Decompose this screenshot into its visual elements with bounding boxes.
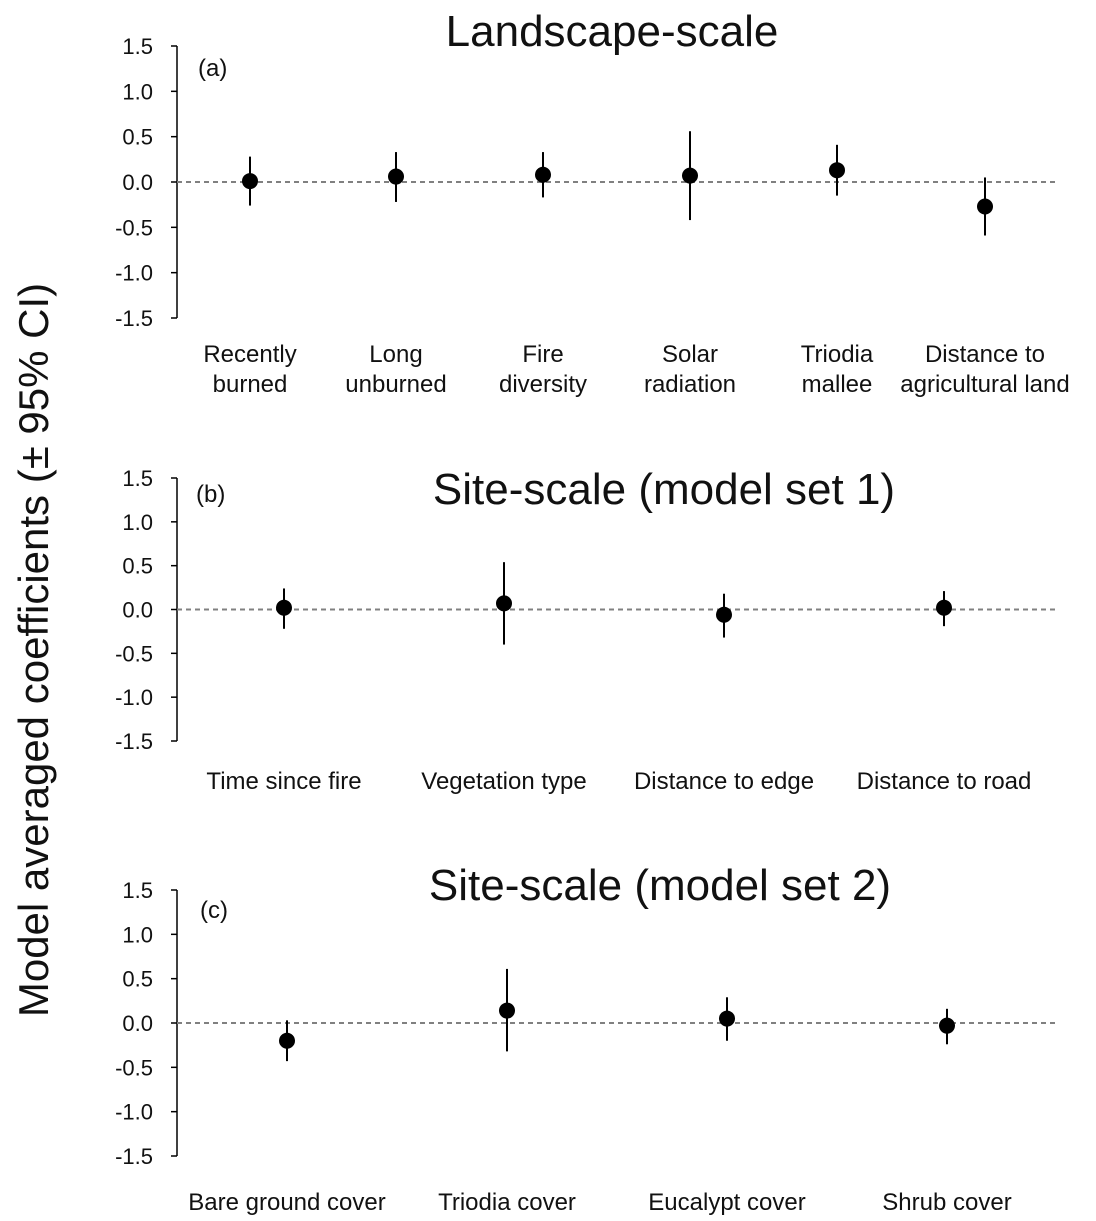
y-axis-label: Model averaged coefficients (± 95% CI) [10,283,57,1017]
panel-1-y-tick-label: 0.5 [122,125,153,150]
panel-1-category-label: burned [213,371,288,398]
panel-1-y-tick-label: 0.0 [122,170,153,195]
panel-1-category-label: Fire [522,341,563,368]
panel-2-letter: (b) [196,481,225,508]
panel-2-point [276,599,292,616]
panel-1-category-label: unburned [345,371,446,398]
panel-2-category-label: Vegetation type [421,768,586,795]
panel-3-title: Site-scale (model set 2) [429,861,891,910]
panel-1-category-label: agricultural land [900,371,1069,398]
panel-3-y-tick-label: 1.5 [122,878,153,903]
panel-1-point [388,168,404,185]
panel-3-category-label: Bare ground cover [188,1189,385,1216]
panel-3-y-tick-label: -1.5 [115,1144,153,1169]
panel-1-point [829,162,845,179]
panel-2-category-label: Distance to edge [634,768,814,795]
panel-3-point [719,1010,735,1027]
panel-2-point [936,599,952,616]
panel-2-y-tick-label: -1.0 [115,685,153,710]
panel-1-letter: (a) [198,55,227,82]
panel-3-y-tick-label: 1.0 [122,922,153,947]
panel-1-category-label: diversity [499,371,587,398]
panel-3-category-label: Triodia cover [438,1189,576,1216]
panel-1-title: Landscape-scale [446,7,779,56]
panel-1-y-tick-label: 1.0 [122,79,153,104]
panel-2-y-tick-label: 1.0 [122,510,153,535]
panel-1-y-tick-label: -0.5 [115,215,153,240]
panel-1-y-tick-label: -1.5 [115,306,153,331]
panel-3-y-tick-label: -1.0 [115,1100,153,1125]
panel-2-y-tick-label: -1.5 [115,729,153,754]
panel-2-category-label: Time since fire [206,768,361,795]
panel-1-category-label: radiation [644,371,736,398]
panel-2-y-tick-label: 0.0 [122,598,153,623]
panel-1-point [242,173,258,190]
panel-2-point [716,606,732,623]
panel-3-point [499,1002,515,1019]
panel-2-y-tick-label: 0.5 [122,554,153,579]
panel-2-point [496,595,512,612]
panel-1-point [977,198,993,215]
panel-1-category-label: Long [369,341,422,368]
panel-1-category-label: Recently [203,341,296,368]
panel-1-point [535,166,551,183]
panel-2-y-tick-label: 1.5 [122,466,153,491]
panel-3-y-tick-label: -0.5 [115,1055,153,1080]
panel-1-category-label: mallee [802,371,873,398]
panel-1-category-label: Triodia [801,341,874,368]
panel-3-point [939,1017,955,1034]
panel-3-y-tick-label: 0.5 [122,967,153,992]
panel-1-point [682,167,698,184]
panel-1-category-label: Distance to [925,341,1045,368]
panel-1-y-tick-label: 1.5 [122,34,153,59]
panel-3-category-label: Shrub cover [882,1189,1011,1216]
panel-1-category-label: Solar [662,341,718,368]
panel-3-category-label: Eucalypt cover [648,1189,805,1216]
panel-3-letter: (c) [200,897,228,924]
panel-3-point [279,1032,295,1049]
panel-3-y-tick-label: 0.0 [122,1011,153,1036]
panel-2-y-tick-label: -0.5 [115,641,153,666]
panel-2-title: Site-scale (model set 1) [433,465,895,514]
panel-2-category-label: Distance to road [857,768,1032,795]
panel-1-y-tick-label: -1.0 [115,261,153,286]
